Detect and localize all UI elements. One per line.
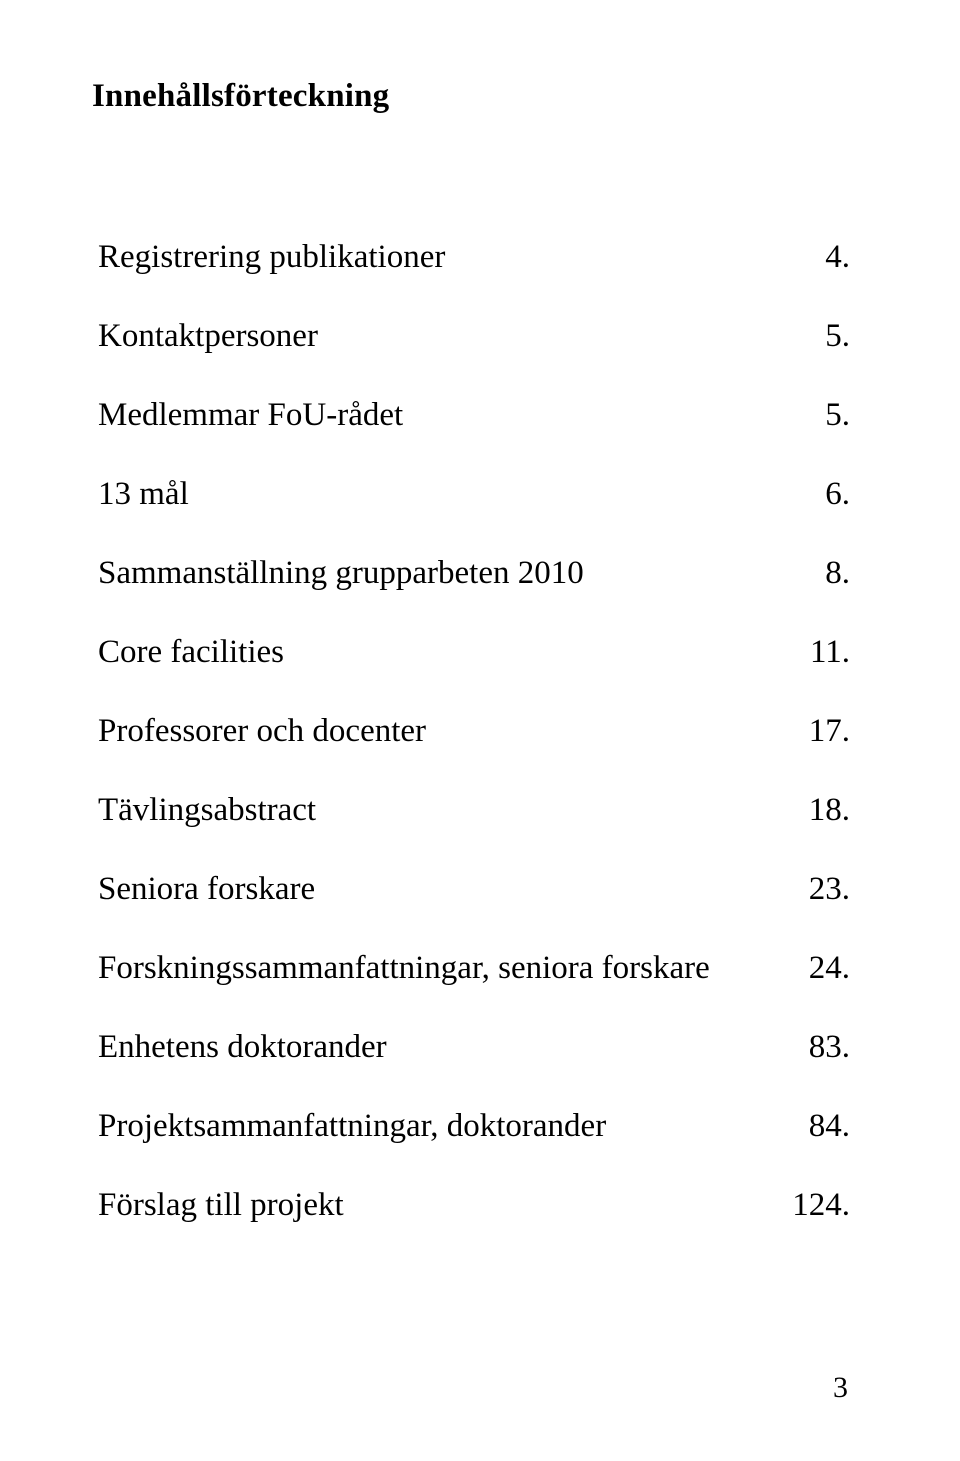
- toc-row: Kontaktpersoner 5.: [98, 318, 850, 355]
- document-page: Innehållsförteckning Registrering publik…: [0, 0, 960, 1461]
- toc-row: Medlemmar FoU-rådet 5.: [98, 397, 850, 434]
- toc-label: Core facilities: [98, 634, 284, 671]
- toc-label: Förslag till projekt: [98, 1187, 344, 1224]
- toc-row: Registrering publikationer 4.: [98, 239, 850, 276]
- toc-row: 13 mål 6.: [98, 476, 850, 513]
- page-number: 3: [833, 1371, 848, 1405]
- toc-row: Core facilities 11.: [98, 634, 850, 671]
- toc-label: Tävlingsabstract: [98, 792, 316, 829]
- table-of-contents: Registrering publikationer 4. Kontaktper…: [92, 239, 850, 1224]
- toc-label: Medlemmar FoU-rådet: [98, 397, 403, 434]
- toc-row: Professorer och docenter 17.: [98, 713, 850, 750]
- toc-label: Enhetens doktorander: [98, 1029, 387, 1066]
- toc-label: Seniora forskare: [98, 871, 315, 908]
- toc-row: Forskningssammanfattningar, seniora fors…: [98, 950, 850, 987]
- toc-row: Förslag till projekt 124.: [98, 1187, 850, 1224]
- toc-page: 5.: [760, 318, 850, 355]
- toc-page: 4.: [760, 239, 850, 276]
- toc-page: 83.: [760, 1029, 850, 1066]
- toc-page: 6.: [760, 476, 850, 513]
- toc-page: 84.: [760, 1108, 850, 1145]
- toc-page: 5.: [760, 397, 850, 434]
- toc-page: 11.: [760, 634, 850, 671]
- toc-label: Forskningssammanfattningar, seniora fors…: [98, 950, 710, 987]
- toc-page: 124.: [760, 1187, 850, 1224]
- toc-row: Sammanställning grupparbeten 2010 8.: [98, 555, 850, 592]
- toc-page: 23.: [760, 871, 850, 908]
- toc-label: Sammanställning grupparbeten 2010: [98, 555, 584, 592]
- toc-row: Enhetens doktorander 83.: [98, 1029, 850, 1066]
- toc-page: 24.: [760, 950, 850, 987]
- toc-row: Tävlingsabstract 18.: [98, 792, 850, 829]
- toc-row: Projektsammanfattningar, doktorander 84.: [98, 1108, 850, 1145]
- toc-page: 18.: [760, 792, 850, 829]
- toc-label: Registrering publikationer: [98, 239, 445, 276]
- toc-label: Professorer och docenter: [98, 713, 426, 750]
- toc-label: 13 mål: [98, 476, 189, 513]
- toc-page: 8.: [760, 555, 850, 592]
- toc-label: Kontaktpersoner: [98, 318, 318, 355]
- page-title: Innehållsförteckning: [92, 78, 850, 115]
- toc-label: Projektsammanfattningar, doktorander: [98, 1108, 606, 1145]
- toc-row: Seniora forskare 23.: [98, 871, 850, 908]
- toc-page: 17.: [760, 713, 850, 750]
